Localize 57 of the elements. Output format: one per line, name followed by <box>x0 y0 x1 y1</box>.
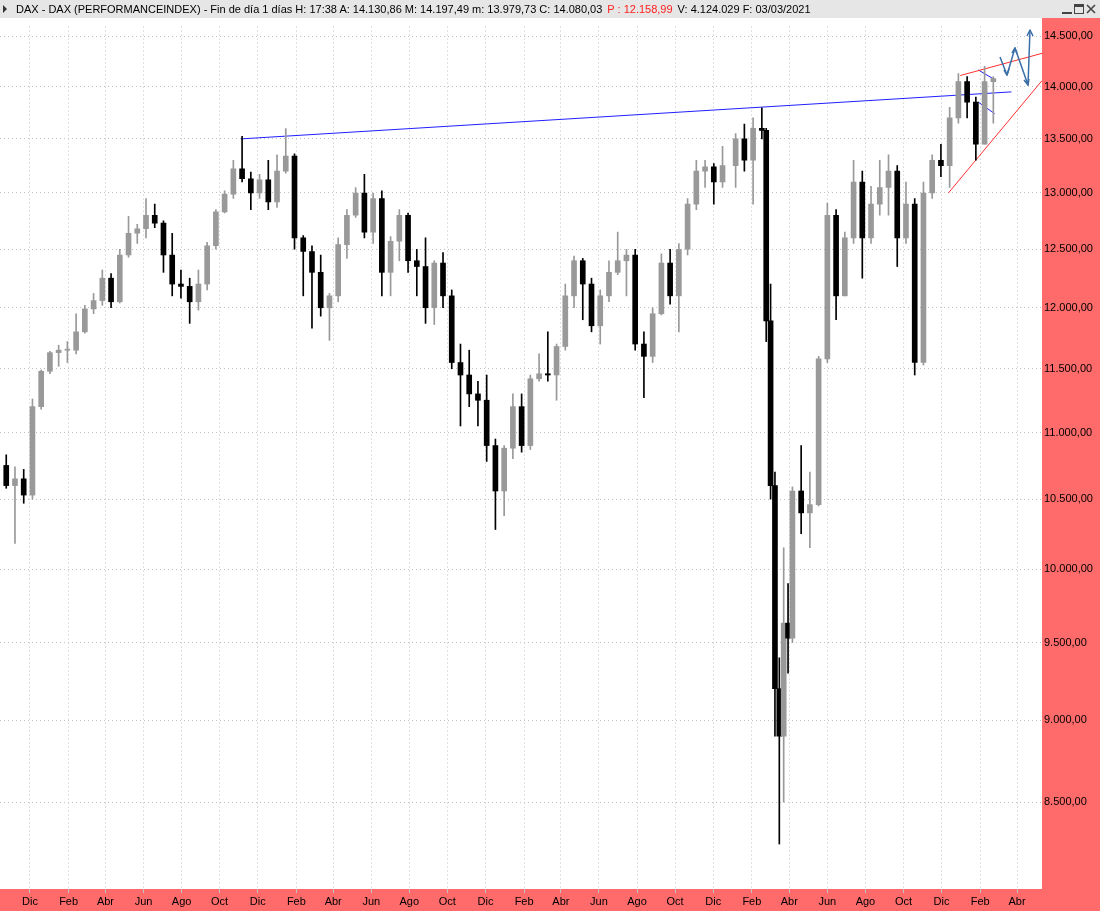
x-tick-label: Ago <box>627 894 647 907</box>
x-tick-label: Jun <box>818 894 837 907</box>
candlestick <box>536 353 542 382</box>
x-tick-label: Jun <box>590 894 608 907</box>
x-tick-label: Feb <box>59 894 79 907</box>
x-tick-label: Dic <box>933 894 950 907</box>
candlestick <box>12 466 18 544</box>
x-tick-label: Dic <box>22 894 39 907</box>
x-tick-label: Oct <box>666 894 684 907</box>
x-tick-label: Oct <box>894 894 913 907</box>
y-tick-label: 12.000,00 <box>1044 300 1093 313</box>
y-tick-label: 13.000,00 <box>1044 186 1093 199</box>
y-tick-label: 12.500,00 <box>1044 242 1093 255</box>
x-tick-label: Oct <box>211 894 229 907</box>
y-tick-label: 13.500,00 <box>1044 131 1093 144</box>
x-tick-label: Ago <box>855 894 876 907</box>
candlestick <box>178 269 184 299</box>
candlestick <box>798 445 804 535</box>
x-tick-label: Dic <box>705 894 722 907</box>
chart-title: DAX - DAX (PERFORMANCEINDEX) - Fin de día 1 días H: 17:38 A: 14.130,86 M: 14.197,49 m: 13.979,73 C: 14.080,03 <box>16 3 603 15</box>
x-tick-label: Feb <box>742 894 762 907</box>
x-tick-label: Feb <box>970 894 990 907</box>
x-tick-label: Abr <box>324 894 343 907</box>
x-tick-label: Jun <box>362 894 381 907</box>
y-tick-label: 9.500,00 <box>1044 635 1087 648</box>
y-tick-label: 8.500,00 <box>1044 795 1087 808</box>
y-tick-label: 11.000,00 <box>1044 425 1093 438</box>
text: V: 4.124.029 F: 03/03/2021 <box>677 3 811 15</box>
candlestick <box>239 135 245 183</box>
x-tick-label: Ago <box>399 894 420 907</box>
candlestick <box>702 159 708 188</box>
x-tick-label: Feb <box>514 894 534 907</box>
y-tick-label: 10.000,00 <box>1044 562 1093 575</box>
x-tick-label: Abr <box>552 894 570 907</box>
x-tick-label: Abr <box>780 894 799 907</box>
y-tick-label: 11.500,00 <box>1044 361 1093 374</box>
candlestick <box>938 143 944 177</box>
candlestick <box>309 245 315 329</box>
x-tick-label: Ago <box>171 894 192 907</box>
x-tick-label: Jun <box>134 894 153 907</box>
y-tick-label: 14.500,00 <box>1044 29 1093 42</box>
x-tick-label: Dic <box>477 894 494 907</box>
candlestick <box>807 471 813 549</box>
x-tick-label: Oct <box>438 894 456 907</box>
candlestick <box>300 235 307 297</box>
x-tick-label: Feb <box>286 894 306 907</box>
candlestick <box>413 248 420 297</box>
candlestick <box>545 331 551 382</box>
x-tick-label: Abr <box>1008 894 1026 907</box>
y-tick-label: 9.000,00 <box>1044 713 1087 726</box>
y-tick-label: 14.000,00 <box>1044 79 1093 92</box>
chart-subtitle: P : 12.158,99 <box>607 3 673 15</box>
candlestick <box>641 331 647 399</box>
x-tick-label: Dic <box>249 894 267 907</box>
candlestick <box>475 380 481 427</box>
x-tick-label: Abr <box>96 894 115 907</box>
y-tick-label: 10.500,00 <box>1044 492 1093 505</box>
